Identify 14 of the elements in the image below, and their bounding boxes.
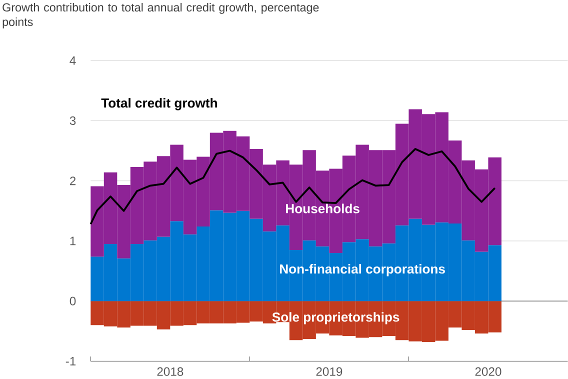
text: Total credit growth (101, 98, 217, 110)
series-label: Sole proprietorships (272, 312, 400, 324)
y-tick-label: 4 (70, 56, 76, 65)
series-label: Non-financial corporations (280, 264, 445, 276)
y-tick-label: 3 (70, 116, 76, 126)
y-tick-label: 0 (70, 296, 76, 306)
y-tick-label: 2 (70, 176, 76, 186)
y-tick-label: 1 (70, 236, 76, 246)
x-tick-label: 2019 (316, 367, 342, 376)
y-tick-label: -1 (66, 357, 76, 366)
x-tick-label: 2018 (157, 367, 184, 376)
chart-title: Growth contribution to total annual credit growth, percentage points (2, 2, 319, 28)
series-label: Households (286, 204, 360, 214)
x-tick-label: 2020 (475, 367, 502, 376)
